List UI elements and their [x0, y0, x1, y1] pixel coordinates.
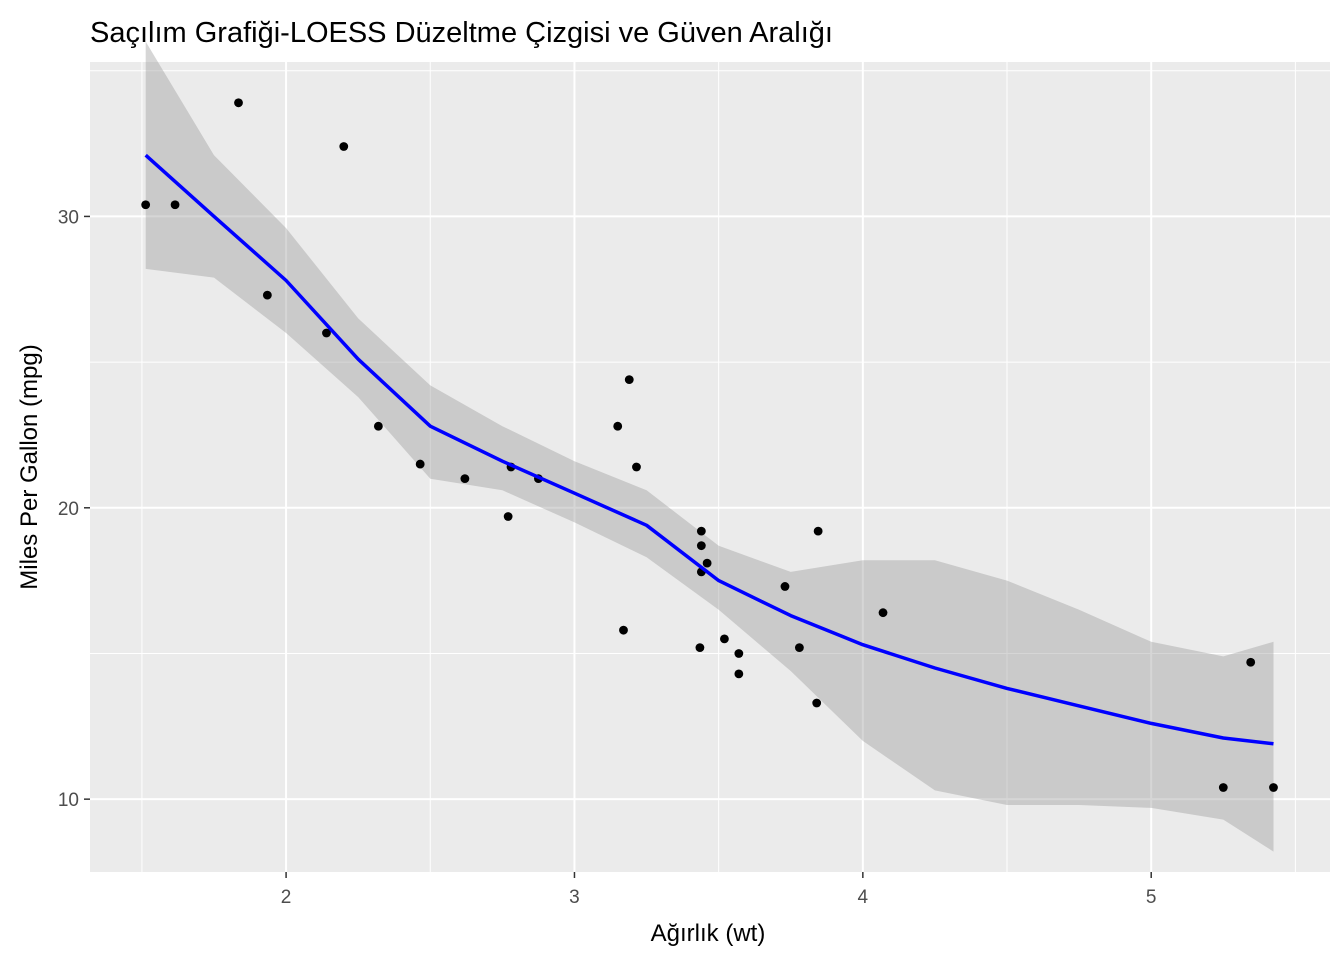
data-point: [878, 608, 888, 618]
data-point: [813, 526, 823, 536]
data-point: [339, 142, 349, 151]
x-tick-label: 5: [1146, 887, 1157, 908]
data-point: [373, 421, 383, 431]
data-point: [632, 462, 641, 472]
data-point: [234, 98, 243, 108]
data-point: [702, 558, 712, 568]
minor-grid-lines: [90, 62, 1330, 872]
data-point: [170, 200, 180, 210]
data-point: [734, 649, 744, 658]
data-point: [695, 643, 705, 653]
data-point: [794, 643, 804, 653]
y-axis-title: Miles Per Gallon (mpg): [16, 344, 43, 589]
loess-smooth-line: [144, 153, 1274, 746]
data-points: [141, 98, 1278, 792]
data-point: [624, 375, 634, 384]
major-grid-lines: [90, 62, 1330, 872]
x-tick-label: 2: [281, 887, 292, 908]
x-axis: 2 3 4 5: [281, 872, 1157, 908]
data-point: [696, 526, 706, 536]
data-point: [1269, 783, 1278, 792]
y-tick-label: 10: [58, 790, 79, 811]
data-point: [619, 625, 628, 635]
data-point: [1246, 657, 1256, 667]
data-point: [780, 582, 790, 591]
data-point: [1218, 783, 1228, 792]
data-point: [812, 698, 822, 708]
data-point: [734, 669, 744, 679]
data-point: [262, 290, 272, 300]
y-tick-label: 20: [58, 499, 79, 520]
data-point: [141, 200, 151, 210]
data-point: [415, 459, 425, 469]
chart-title: Saçılım Grafiği-LOESS Düzeltme Çizgisi v…: [90, 17, 833, 49]
y-tick-label: 30: [58, 207, 79, 228]
x-axis-title: Ağırlık (wt): [651, 920, 766, 947]
data-point: [720, 634, 729, 644]
data-point: [460, 474, 470, 484]
x-tick-label: 4: [858, 887, 869, 908]
data-point: [613, 421, 623, 431]
confidence-band: [145, 41, 1274, 852]
data-point: [696, 541, 706, 551]
y-axis: 10 20 30: [58, 207, 90, 811]
data-point: [322, 328, 331, 338]
x-tick-label: 3: [569, 887, 580, 908]
data-point: [503, 512, 513, 521]
plot-panel: [90, 62, 1330, 872]
